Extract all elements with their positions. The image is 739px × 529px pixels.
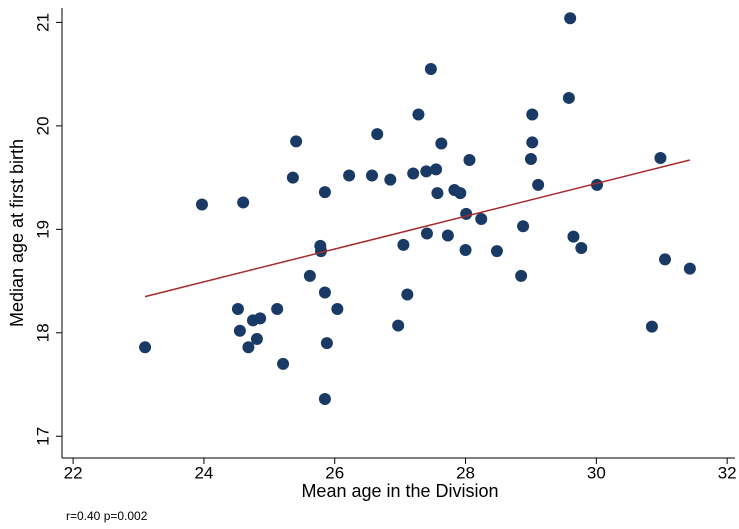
data-point bbox=[271, 303, 284, 316]
data-point bbox=[475, 212, 488, 225]
data-point bbox=[318, 286, 331, 299]
data-point bbox=[331, 303, 344, 316]
data-point bbox=[460, 207, 473, 220]
data-point bbox=[564, 12, 577, 25]
data-point bbox=[532, 178, 545, 191]
data-point bbox=[397, 238, 410, 251]
data-point bbox=[562, 91, 575, 104]
data-point bbox=[320, 337, 333, 350]
data-point bbox=[524, 152, 537, 165]
data-point bbox=[683, 262, 696, 275]
data-point bbox=[401, 288, 414, 301]
data-point bbox=[254, 312, 267, 325]
x-tick-label: 26 bbox=[325, 463, 344, 482]
data-point bbox=[237, 196, 250, 209]
y-axis-title: Median age at first birth bbox=[7, 139, 27, 327]
y-tick-label: 21 bbox=[33, 13, 52, 32]
data-point bbox=[526, 136, 539, 149]
x-tick-label: 28 bbox=[456, 463, 475, 482]
data-point bbox=[463, 154, 476, 167]
data-point bbox=[231, 303, 244, 316]
data-point bbox=[420, 165, 433, 178]
data-point bbox=[314, 245, 327, 258]
data-point bbox=[195, 198, 208, 211]
data-point bbox=[575, 241, 588, 254]
data-point bbox=[654, 151, 667, 164]
data-point bbox=[515, 269, 528, 282]
data-point bbox=[318, 393, 331, 406]
data-point bbox=[384, 173, 397, 186]
data-point bbox=[441, 229, 454, 242]
data-point bbox=[366, 169, 379, 182]
data-point bbox=[407, 167, 420, 180]
data-point bbox=[517, 220, 530, 233]
data-point bbox=[242, 341, 255, 354]
x-axis-title: Mean age in the Division bbox=[301, 481, 498, 501]
data-point bbox=[435, 137, 448, 150]
data-point bbox=[250, 333, 263, 346]
data-point bbox=[420, 227, 433, 240]
fit-line bbox=[144, 159, 691, 298]
y-tick-label: 19 bbox=[33, 220, 52, 239]
data-point bbox=[303, 269, 316, 282]
data-point bbox=[430, 163, 443, 176]
data-point bbox=[139, 341, 152, 354]
data-point bbox=[431, 187, 444, 200]
stats-note: r=0.40 p=0.002 bbox=[66, 509, 148, 523]
y-tick-label: 20 bbox=[33, 116, 52, 135]
data-point bbox=[277, 357, 290, 370]
x-tick-label: 32 bbox=[718, 463, 737, 482]
data-point bbox=[459, 244, 472, 257]
data-point bbox=[526, 108, 539, 121]
x-tick-label: 30 bbox=[587, 463, 606, 482]
data-point bbox=[392, 319, 405, 332]
data-point bbox=[343, 169, 356, 182]
data-point bbox=[645, 320, 658, 333]
data-point bbox=[659, 253, 672, 266]
data-point bbox=[233, 324, 246, 337]
data-point bbox=[290, 135, 303, 148]
data-point bbox=[424, 62, 437, 75]
data-point bbox=[490, 245, 503, 258]
y-tick-label: 17 bbox=[33, 427, 52, 446]
data-point bbox=[371, 128, 384, 141]
data-point bbox=[318, 186, 331, 199]
x-tick-label: 22 bbox=[64, 463, 83, 482]
data-point bbox=[412, 108, 425, 121]
y-tick-label: 18 bbox=[33, 323, 52, 342]
x-tick-label: 24 bbox=[194, 463, 213, 482]
data-point bbox=[286, 171, 299, 184]
data-point bbox=[454, 187, 467, 200]
data-point bbox=[567, 230, 580, 243]
